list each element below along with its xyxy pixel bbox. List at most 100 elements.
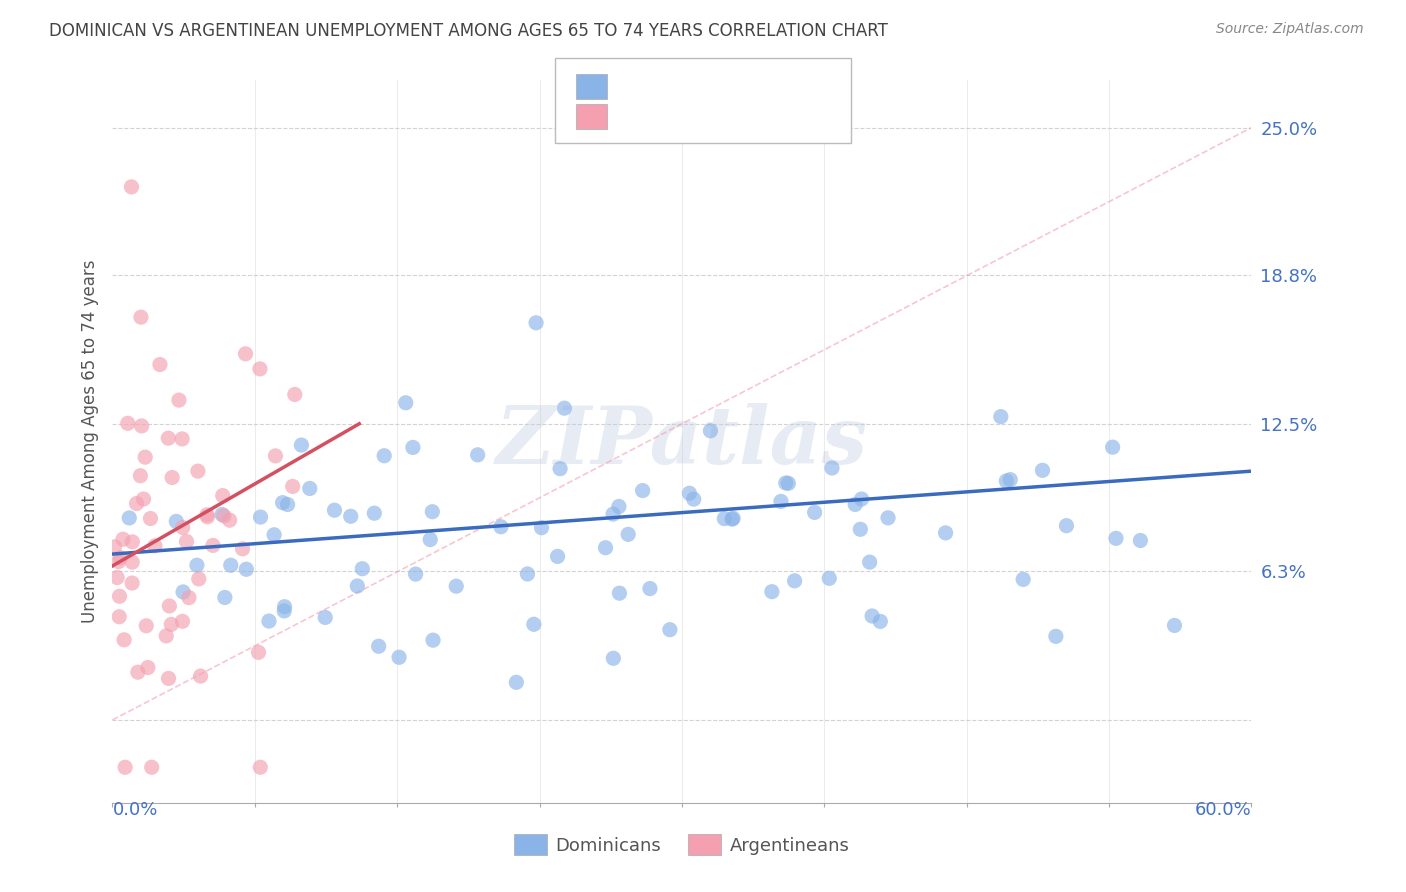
Point — [602, 507, 624, 521]
Point — [218, 513, 240, 527]
Point — [121, 555, 143, 569]
Point — [214, 591, 236, 605]
Point — [249, 510, 271, 524]
Point — [172, 615, 194, 629]
Point — [631, 483, 654, 498]
Point — [149, 358, 172, 372]
Text: R = 0.235   N = 85: R = 0.235 N = 85 — [619, 78, 803, 95]
Point — [388, 650, 411, 665]
Point — [658, 623, 681, 637]
Text: Source: ZipAtlas.com: Source: ZipAtlas.com — [1216, 22, 1364, 37]
Legend: Dominicans, Argentineans: Dominicans, Argentineans — [506, 827, 858, 863]
Point — [121, 534, 143, 549]
Point — [211, 489, 233, 503]
Point — [935, 525, 957, 540]
Point — [314, 610, 336, 624]
Point — [523, 617, 546, 632]
Point — [682, 492, 704, 507]
Point — [339, 509, 361, 524]
Point — [352, 562, 374, 576]
Point — [197, 509, 219, 524]
Point — [721, 512, 744, 526]
Point — [553, 401, 575, 416]
Text: DOMINICAN VS ARGENTINEAN UNEMPLOYMENT AMONG AGES 65 TO 74 YEARS CORRELATION CHAR: DOMINICAN VS ARGENTINEAN UNEMPLOYMENT AM… — [49, 22, 889, 40]
Point — [160, 470, 183, 484]
Point — [1101, 440, 1123, 454]
Point — [548, 461, 571, 475]
Point — [1163, 618, 1185, 632]
Text: 0.0%: 0.0% — [112, 801, 157, 819]
Point — [117, 417, 139, 431]
Point — [713, 511, 735, 525]
Point — [157, 672, 180, 686]
Point — [678, 486, 700, 500]
Point — [118, 511, 141, 525]
Point — [419, 533, 441, 547]
Point — [290, 438, 312, 452]
Point — [602, 651, 624, 665]
Point — [201, 538, 224, 552]
Point — [114, 760, 136, 774]
Point — [402, 441, 425, 455]
Point — [1031, 463, 1053, 477]
Point — [769, 494, 792, 508]
Point — [177, 591, 200, 605]
Point — [235, 347, 257, 361]
Point — [125, 496, 148, 510]
Point — [134, 450, 156, 465]
Point — [346, 579, 368, 593]
Point — [1045, 629, 1067, 643]
Point — [155, 629, 177, 643]
Point — [516, 566, 538, 581]
Point — [775, 475, 797, 490]
Text: R = 0.261   N = 56: R = 0.261 N = 56 — [619, 108, 803, 126]
Point — [395, 396, 418, 410]
Point — [235, 562, 257, 576]
Point — [446, 579, 468, 593]
Point — [859, 555, 882, 569]
Point — [699, 424, 721, 438]
Point — [247, 645, 270, 659]
Point — [111, 533, 134, 547]
Point — [363, 506, 385, 520]
Point — [121, 180, 143, 194]
Point — [232, 541, 254, 556]
Point — [298, 482, 321, 496]
Point — [607, 500, 630, 514]
Point — [277, 498, 299, 512]
Point — [273, 599, 295, 614]
Point — [405, 567, 427, 582]
Point — [135, 619, 157, 633]
Point — [1129, 533, 1152, 548]
Point — [420, 505, 443, 519]
Point — [172, 585, 194, 599]
Text: ZIPatlas: ZIPatlas — [496, 403, 868, 480]
Point — [617, 527, 640, 541]
Point — [129, 468, 152, 483]
Point — [167, 393, 190, 408]
Point — [187, 464, 209, 478]
Point — [1012, 573, 1035, 587]
Point — [1054, 518, 1077, 533]
Point — [108, 609, 131, 624]
Point — [110, 550, 132, 565]
Point — [157, 599, 180, 613]
Point — [367, 639, 389, 653]
Point — [524, 316, 547, 330]
Point — [131, 418, 153, 433]
Point — [160, 617, 183, 632]
Point — [187, 572, 209, 586]
Point — [821, 461, 844, 475]
Y-axis label: Unemployment Among Ages 65 to 74 years: Unemployment Among Ages 65 to 74 years — [80, 260, 98, 624]
Point — [263, 528, 285, 542]
Point — [467, 448, 489, 462]
Point — [869, 615, 891, 629]
Point — [132, 491, 155, 506]
Point — [783, 574, 806, 588]
Point — [249, 362, 271, 376]
Point — [121, 576, 143, 591]
Point — [107, 555, 129, 569]
Point — [141, 760, 163, 774]
Point — [127, 665, 149, 680]
Point — [281, 479, 304, 493]
